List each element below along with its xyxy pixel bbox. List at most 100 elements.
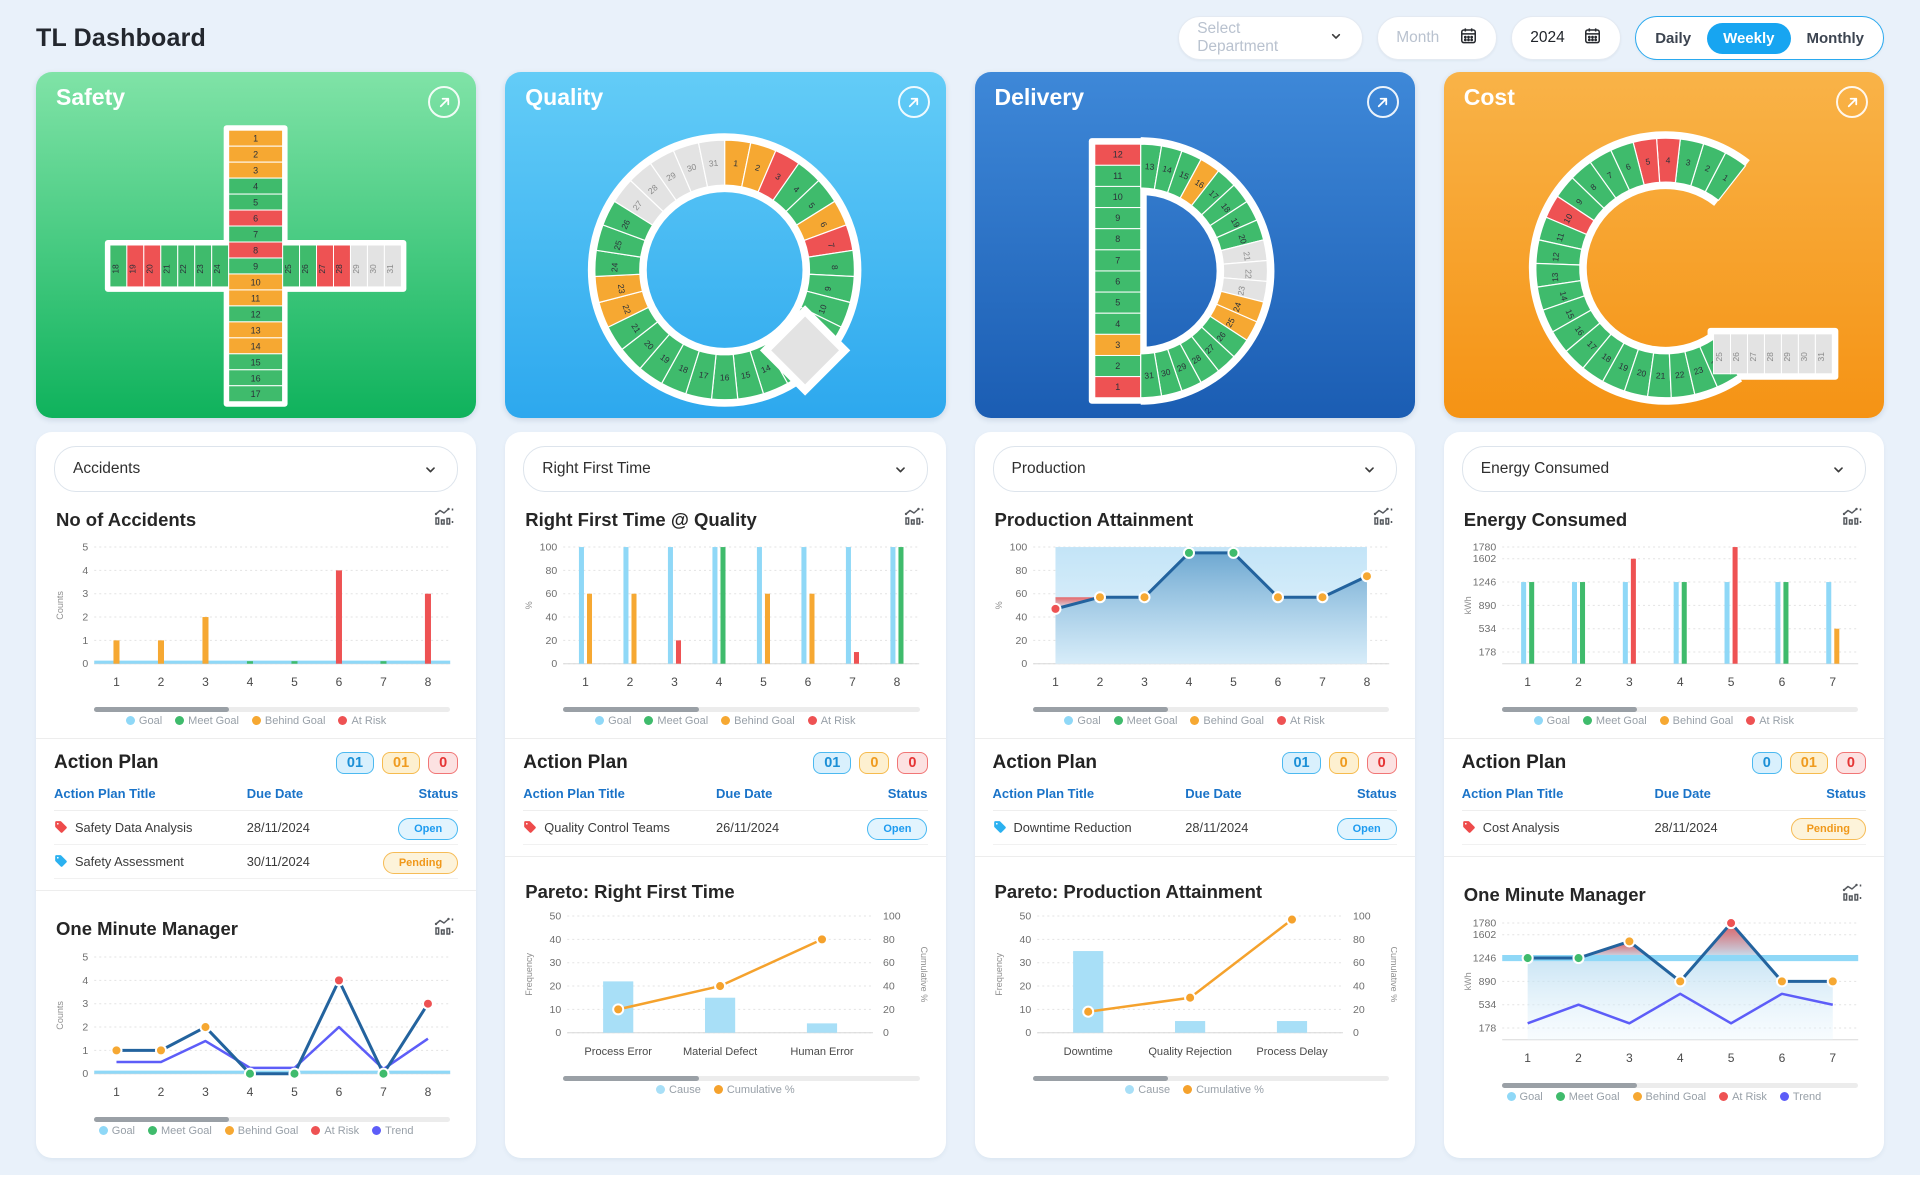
data-point[interactable] bbox=[1271, 591, 1284, 604]
data-point[interactable] bbox=[1183, 991, 1196, 1004]
day-cell[interactable] bbox=[1655, 137, 1681, 184]
metric-dropdown[interactable]: Energy Consumed bbox=[1461, 446, 1866, 492]
action-plan-row[interactable]: Quality Control Teams 26/11/2024 Open bbox=[523, 811, 928, 845]
goal-bar[interactable] bbox=[846, 547, 852, 664]
day-cell[interactable] bbox=[228, 385, 284, 403]
bar[interactable] bbox=[765, 593, 771, 664]
legend-item[interactable]: Goal bbox=[1506, 1091, 1543, 1103]
data-point[interactable] bbox=[332, 974, 345, 987]
pareto-bar[interactable] bbox=[1072, 950, 1103, 1033]
action-plan-row[interactable]: Safety Data Analysis 28/11/2024 Open bbox=[54, 811, 459, 845]
legend-item[interactable]: Trend bbox=[372, 1125, 413, 1137]
day-cell[interactable] bbox=[1646, 352, 1672, 399]
bar[interactable] bbox=[380, 661, 387, 664]
bar[interactable] bbox=[1579, 582, 1585, 664]
day-cell[interactable] bbox=[1632, 137, 1661, 186]
chart-scrollbar[interactable] bbox=[563, 706, 920, 712]
action-plan-row[interactable]: Safety Assessment 30/11/2024 Pending bbox=[54, 845, 459, 879]
goal-bar[interactable] bbox=[579, 547, 585, 664]
legend-item[interactable]: Cumulative % bbox=[1183, 1084, 1264, 1096]
scrollbar-thumb[interactable] bbox=[1032, 1075, 1168, 1081]
data-point[interactable] bbox=[1081, 1005, 1094, 1018]
scrollbar-thumb[interactable] bbox=[563, 1075, 699, 1081]
data-point[interactable] bbox=[199, 1020, 212, 1034]
data-point[interactable] bbox=[816, 933, 829, 946]
day-cell[interactable] bbox=[1668, 350, 1696, 399]
scrollbar-thumb[interactable] bbox=[94, 1116, 230, 1122]
data-point[interactable] bbox=[377, 1067, 390, 1080]
goal-bar[interactable] bbox=[757, 547, 763, 664]
goal-bar[interactable] bbox=[1775, 582, 1781, 664]
day-cell[interactable] bbox=[1535, 239, 1583, 266]
goal-bar[interactable] bbox=[1520, 582, 1526, 664]
bar[interactable] bbox=[202, 617, 209, 664]
day-cell[interactable] bbox=[1814, 333, 1833, 375]
month-picker[interactable]: Month bbox=[1377, 16, 1498, 60]
legend-item[interactable]: Cause bbox=[1125, 1084, 1170, 1096]
day-cell[interactable] bbox=[1545, 195, 1595, 236]
metric-dropdown[interactable]: Production bbox=[992, 446, 1397, 492]
goal-bar[interactable] bbox=[1673, 582, 1679, 664]
scrollbar-thumb[interactable] bbox=[1501, 706, 1638, 712]
metric-dropdown[interactable]: Right First Time bbox=[523, 446, 928, 492]
department-select[interactable]: Select Department bbox=[1178, 16, 1364, 60]
data-point[interactable] bbox=[1826, 975, 1839, 988]
data-point[interactable] bbox=[288, 1067, 301, 1080]
day-cell[interactable] bbox=[1551, 309, 1601, 353]
day-cell[interactable] bbox=[1601, 342, 1639, 392]
bar[interactable] bbox=[809, 593, 815, 664]
data-point[interactable] bbox=[243, 1067, 256, 1080]
action-plan-row[interactable]: Cost Analysis 28/11/2024 Pending bbox=[1461, 811, 1866, 845]
legend-item[interactable]: Meet Goal bbox=[1555, 1091, 1620, 1103]
legend-item[interactable]: Goal bbox=[125, 715, 162, 727]
bar[interactable] bbox=[157, 640, 164, 664]
data-point[interactable] bbox=[110, 1044, 123, 1057]
data-point[interactable] bbox=[1093, 591, 1106, 604]
legend-item[interactable]: Meet Goal bbox=[148, 1125, 212, 1137]
data-point[interactable] bbox=[1724, 916, 1737, 930]
bar[interactable] bbox=[1783, 582, 1789, 664]
expand-button[interactable] bbox=[897, 86, 930, 118]
chart-scrollbar[interactable] bbox=[1032, 1075, 1389, 1081]
expand-button[interactable] bbox=[1366, 86, 1399, 118]
legend-item[interactable]: Goal bbox=[1533, 715, 1570, 727]
day-cell[interactable] bbox=[1623, 348, 1655, 398]
chart-type-icon[interactable] bbox=[1371, 505, 1395, 534]
data-point[interactable] bbox=[1182, 546, 1195, 559]
day-cell[interactable] bbox=[1556, 176, 1605, 222]
legend-item[interactable]: At Risk bbox=[807, 715, 856, 727]
scrollbar-thumb[interactable] bbox=[1032, 706, 1168, 712]
data-point[interactable] bbox=[1360, 570, 1373, 583]
bar[interactable] bbox=[1834, 628, 1840, 664]
bar[interactable] bbox=[291, 661, 298, 664]
goal-bar[interactable] bbox=[801, 547, 807, 664]
chart-scrollbar[interactable] bbox=[563, 1075, 920, 1081]
data-point[interactable] bbox=[1048, 602, 1062, 615]
data-point[interactable] bbox=[1521, 951, 1534, 965]
chart-scrollbar[interactable] bbox=[94, 706, 451, 712]
legend-item[interactable]: Cumulative % bbox=[713, 1084, 795, 1096]
day-cell[interactable] bbox=[1139, 351, 1162, 399]
goal-bar[interactable] bbox=[1724, 582, 1730, 664]
goal-bar[interactable] bbox=[1571, 582, 1577, 664]
legend-item[interactable]: Behind Goal bbox=[1659, 715, 1733, 727]
goal-bar[interactable] bbox=[890, 547, 896, 664]
legend-item[interactable]: At Risk bbox=[1276, 715, 1325, 727]
year-picker[interactable]: 2024 bbox=[1511, 16, 1622, 60]
goal-bar[interactable] bbox=[712, 547, 718, 664]
day-cell[interactable] bbox=[1541, 295, 1592, 333]
action-plan-row[interactable]: Downtime Reduction 28/11/2024 Open bbox=[992, 811, 1397, 845]
scrollbar-thumb[interactable] bbox=[563, 706, 699, 712]
expand-button[interactable] bbox=[428, 86, 461, 118]
pareto-bar[interactable] bbox=[807, 1023, 838, 1033]
data-point[interactable] bbox=[1572, 951, 1585, 965]
bar[interactable] bbox=[854, 652, 860, 664]
bar[interactable] bbox=[587, 593, 593, 664]
day-cell[interactable] bbox=[1704, 152, 1747, 202]
day-cell[interactable] bbox=[1537, 216, 1588, 251]
data-point[interactable] bbox=[612, 1003, 625, 1016]
chart-type-icon[interactable] bbox=[902, 505, 926, 534]
day-cell[interactable] bbox=[1674, 138, 1705, 187]
legend-item[interactable]: Goal bbox=[1064, 715, 1101, 727]
goal-bar[interactable] bbox=[1622, 582, 1628, 664]
